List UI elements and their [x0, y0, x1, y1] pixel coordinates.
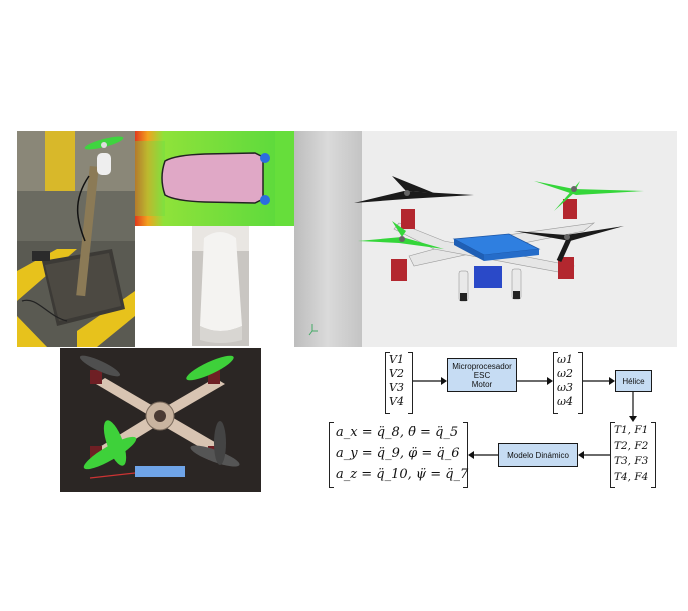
block-label: ESC	[473, 370, 491, 380]
arrow-1	[413, 377, 447, 385]
vector-entry: V2	[389, 367, 404, 380]
arrow-5	[578, 451, 610, 459]
arrow-3	[583, 377, 615, 385]
cfd-simulation	[135, 131, 294, 226]
quadcopter-render	[294, 131, 677, 347]
omega-vector: ω1 ω2 ω3 ω4	[553, 352, 583, 414]
modelo-dinamico-block: Modelo Dinámico	[498, 443, 578, 467]
block-label: Modelo Dinámico	[507, 450, 569, 460]
vector-entry: T4, F4	[614, 470, 649, 483]
vector-entry: V1	[389, 353, 404, 366]
block-label: Hélice	[622, 376, 645, 386]
vector-entry: T1, F1	[614, 424, 649, 436]
voltage-vector: V1 V2 V3 V4	[385, 352, 413, 414]
block-label: Microprocesador	[452, 361, 512, 371]
equation-line: a_x = q̈_8, θ̈ = q̈_5	[336, 425, 459, 440]
vector-entry: ω2	[557, 367, 573, 380]
test-stand-photo	[17, 131, 135, 347]
equation-line: a_z = q̈_10, ψ̈ = q̈_7	[336, 467, 469, 482]
arrow-4	[629, 392, 637, 422]
vector-entry: T2, F2	[614, 439, 649, 452]
thrust-force-vector: T1, F1 T2, F2 T3, F3 T4, F4	[610, 422, 656, 488]
vector-entry: V4	[389, 395, 404, 408]
quadcopter-photo	[60, 348, 261, 492]
vector-entry: T3, F3	[614, 455, 649, 467]
arrow-6	[468, 451, 498, 459]
arrow-2	[517, 377, 553, 385]
vector-entry: V3	[389, 381, 404, 394]
vector-entry: ω4	[557, 395, 573, 408]
block-label: Motor	[471, 379, 493, 389]
acceleration-equations: a_x = q̈_8, θ̈ = q̈_5 a_y = q̈_9, φ̈ = q…	[329, 422, 468, 488]
helice-block: Hélice	[615, 370, 652, 392]
vector-entry: ω3	[557, 381, 573, 394]
microprocesador-block: Microprocesador ESC Motor	[447, 358, 517, 392]
vector-entry: ω1	[557, 353, 573, 366]
white-housing-photo	[192, 226, 249, 346]
equation-line: a_y = q̈_9, φ̈ = q̈_6	[336, 446, 460, 461]
